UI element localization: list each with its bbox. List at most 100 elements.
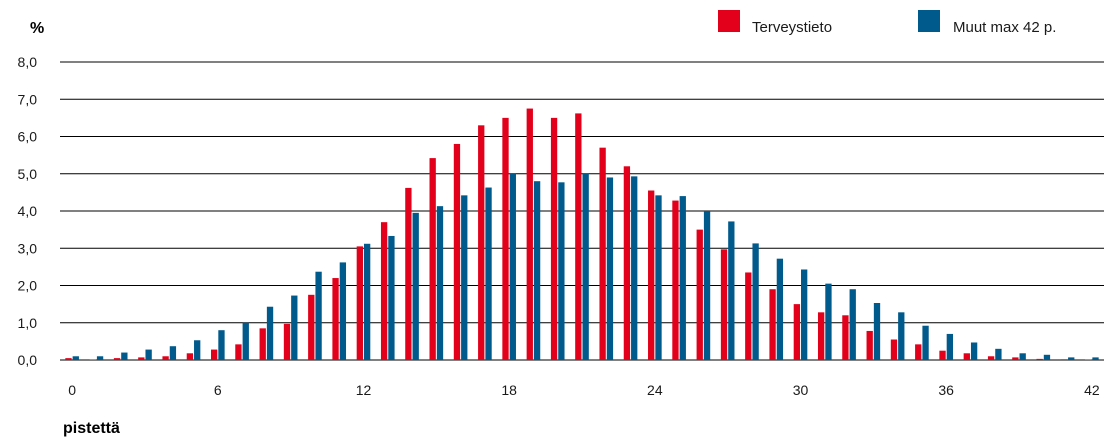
- bar-muut: [558, 182, 565, 360]
- bar-muut: [145, 349, 152, 360]
- bar-terveystieto: [283, 323, 291, 360]
- bar-terveystieto: [915, 344, 922, 360]
- bar-muut: [873, 303, 881, 360]
- bar-terveystieto: [453, 143, 461, 360]
- bars: [65, 108, 1099, 360]
- bar-terveystieto: [259, 328, 266, 360]
- bar-terveystieto: [405, 187, 412, 360]
- bar-terveystieto: [235, 344, 242, 360]
- bar-terveystieto: [963, 353, 970, 360]
- x-axis-label: pistettä: [63, 420, 120, 437]
- bar-terveystieto: [769, 289, 776, 360]
- bar-muut: [218, 330, 225, 360]
- bar-muut: [776, 258, 784, 360]
- bar-terveystieto: [793, 304, 801, 360]
- bar-muut: [1068, 357, 1075, 360]
- bar-muut: [922, 325, 929, 360]
- bar-muut: [1019, 353, 1026, 360]
- x-tick-label: 42: [1084, 382, 1100, 398]
- y-tick-label: 6,0: [18, 129, 38, 145]
- x-tick-label: 18: [501, 382, 517, 398]
- bar-terveystieto: [162, 356, 169, 360]
- bar-terveystieto: [356, 246, 363, 360]
- bar-terveystieto: [429, 158, 436, 360]
- bar-muut: [461, 195, 468, 360]
- bar-muut: [388, 235, 395, 360]
- bar-muut: [655, 195, 662, 360]
- bar-muut: [412, 212, 419, 360]
- bar-muut: [509, 173, 516, 360]
- y-tick-label: 3,0: [18, 240, 38, 256]
- bar-terveystieto: [502, 117, 509, 360]
- legend-swatch-muut: [918, 10, 940, 32]
- bar-terveystieto: [623, 166, 631, 360]
- y-tick-label: 8,0: [18, 54, 38, 70]
- bar-muut: [72, 356, 79, 360]
- bar-terveystieto: [866, 330, 873, 360]
- bar-muut: [291, 295, 298, 360]
- x-tick-label: 12: [356, 382, 372, 398]
- legend-label-terveystieto: Terveystieto: [752, 19, 832, 36]
- y-tick-label: 7,0: [18, 91, 38, 107]
- x-tick-label: 30: [793, 382, 809, 398]
- bar-terveystieto: [987, 356, 995, 360]
- bar-terveystieto: [332, 278, 339, 360]
- bar-terveystieto: [648, 190, 655, 360]
- x-tick-label: 36: [938, 382, 954, 398]
- bar-muut: [995, 348, 1002, 360]
- bar-muut: [169, 346, 177, 360]
- legend: Terveystieto Muut max 42 p.: [718, 10, 1056, 36]
- bar-muut: [266, 306, 274, 360]
- bar-terveystieto: [211, 349, 218, 360]
- bar-terveystieto: [817, 312, 825, 360]
- bar-terveystieto: [308, 294, 315, 360]
- bar-muut: [631, 176, 638, 360]
- bar-terveystieto: [599, 147, 606, 360]
- bar-muut: [849, 289, 856, 360]
- y-unit-label: %: [30, 20, 44, 37]
- gridlines: [60, 61, 1104, 361]
- bar-muut: [582, 173, 589, 360]
- bar-terveystieto: [1036, 358, 1043, 360]
- bar-terveystieto: [672, 200, 679, 360]
- bar-terveystieto: [745, 272, 752, 360]
- bar-muut: [533, 181, 541, 360]
- bar-muut: [96, 356, 104, 360]
- y-tick-label: 1,0: [18, 315, 38, 331]
- bar-terveystieto: [696, 229, 703, 360]
- bar-terveystieto: [526, 108, 533, 360]
- bar-muut: [970, 342, 978, 360]
- bar-terveystieto: [842, 315, 849, 360]
- bar-muut: [339, 262, 347, 360]
- bar-terveystieto: [65, 358, 72, 360]
- bar-terveystieto: [550, 117, 558, 360]
- bar-muut: [1092, 357, 1099, 360]
- bar-muut: [703, 211, 711, 360]
- y-tick-label: 4,0: [18, 203, 38, 219]
- bar-muut: [485, 187, 492, 360]
- bar-terveystieto: [113, 358, 121, 360]
- y-tick-label: 2,0: [18, 278, 38, 294]
- y-tick-label: 5,0: [18, 166, 38, 182]
- x-tick-label: 24: [647, 382, 663, 398]
- x-tick-label: 6: [214, 382, 222, 398]
- bar-muut: [363, 243, 371, 360]
- bar-terveystieto: [380, 222, 388, 360]
- bar-muut: [825, 283, 832, 360]
- y-tick-label: 0,0: [18, 352, 38, 368]
- bar-terveystieto: [186, 353, 194, 360]
- bar-muut: [194, 340, 201, 360]
- bar-muut: [436, 206, 444, 360]
- bar-muut: [728, 221, 735, 360]
- bar-terveystieto: [720, 249, 728, 360]
- bar-terveystieto: [138, 357, 145, 360]
- y-axis-ticks: 0,0 1,0 2,0 3,0 4,0 5,0 6,0 7,0 8,0: [18, 54, 38, 368]
- bar-muut: [606, 177, 614, 360]
- bar-muut: [946, 333, 953, 360]
- x-axis-ticks: 0 6 12 18 24 30 36 42: [68, 382, 1100, 398]
- bar-terveystieto: [1060, 359, 1068, 360]
- bar-terveystieto: [1012, 357, 1019, 360]
- bar-muut: [121, 352, 128, 360]
- bar-terveystieto: [939, 350, 946, 360]
